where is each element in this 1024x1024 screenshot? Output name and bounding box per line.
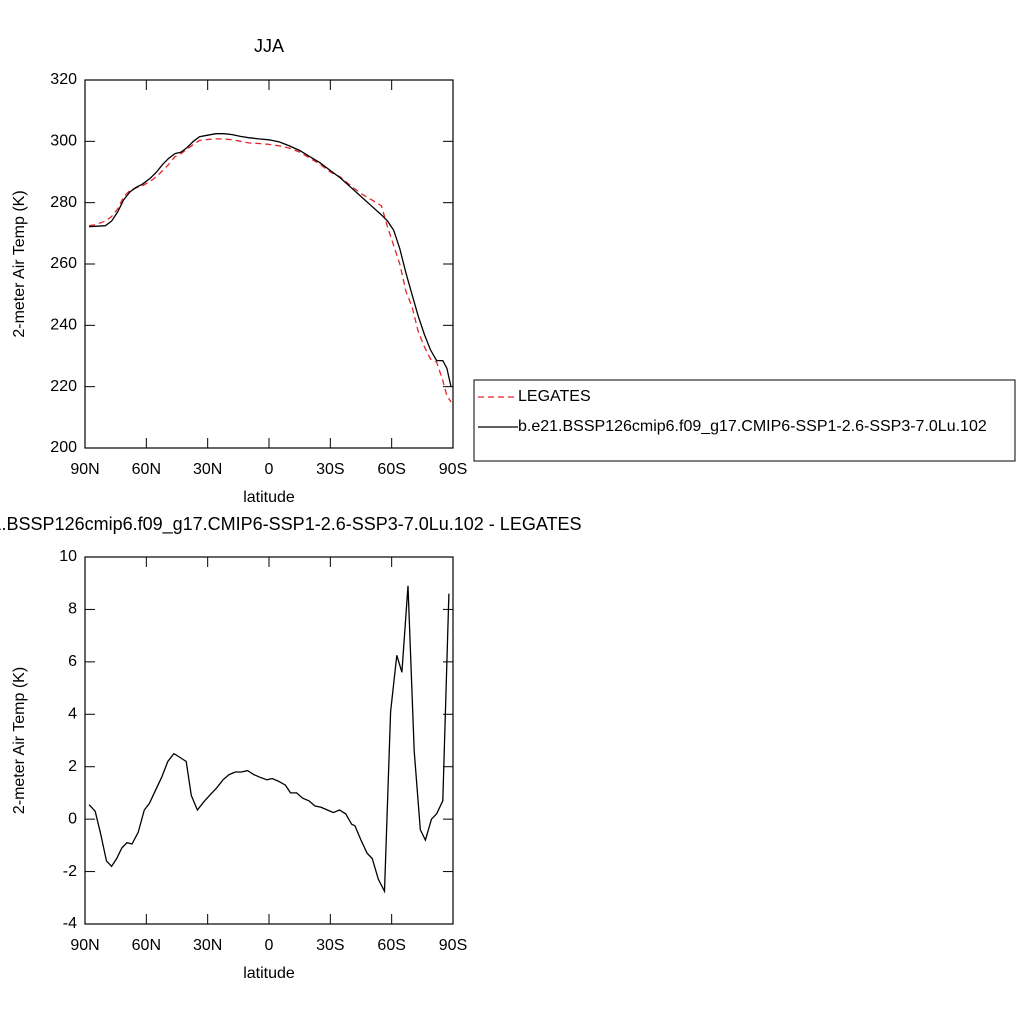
x-tick-label: 30S <box>316 461 344 478</box>
x-tick-label: 90S <box>439 461 467 478</box>
x-tick-label: 60S <box>377 461 405 478</box>
x-tick-label: 30N <box>193 461 222 478</box>
x-tick-label: 60N <box>132 937 161 954</box>
y-tick-label: 0 <box>68 810 77 827</box>
series-line <box>89 133 452 387</box>
x-tick-label: 0 <box>265 937 274 954</box>
y-axis-label: 2-meter Air Temp (K) <box>11 190 28 337</box>
data-line <box>88 585 450 894</box>
x-tick-label: 0 <box>265 461 274 478</box>
y-tick-label: 220 <box>50 378 77 395</box>
y-tick-label: 10 <box>59 548 77 565</box>
y-tick-label: 4 <box>68 706 77 723</box>
x-tick-label: 60S <box>377 937 405 954</box>
y-tick-label: 260 <box>50 255 77 272</box>
y-tick-label: -2 <box>63 863 77 880</box>
y-tick-label: -4 <box>63 915 77 932</box>
y-tick-label: 8 <box>68 601 77 618</box>
y-tick-label: 280 <box>50 194 77 211</box>
plot-frame <box>84 79 454 449</box>
x-tick-label: 90N <box>70 937 99 954</box>
legend-label: b.e21.BSSP126cmip6.f09_g17.CMIP6-SSP1-2.… <box>518 418 987 435</box>
chart-title: JJA <box>254 36 284 56</box>
x-tick-label: 30N <box>193 937 222 954</box>
y-axis-label: 2-meter Air Temp (K) <box>11 667 28 814</box>
y-tick-label: 320 <box>50 71 77 88</box>
legend-box <box>473 379 1016 462</box>
x-axis-label: latitude <box>243 489 295 506</box>
y-tick-label: 6 <box>68 653 77 670</box>
chart-title: b.e21.BSSP126cmip6.f09_g17.CMIP6-SSP1-2.… <box>0 514 582 535</box>
y-tick-label: 240 <box>50 317 77 334</box>
plot-frame <box>84 556 454 925</box>
y-tick-label: 2 <box>68 758 77 775</box>
x-axis-label: latitude <box>243 965 295 982</box>
x-tick-label: 90N <box>70 461 99 478</box>
y-tick-label: 300 <box>50 133 77 150</box>
y-tick-label: 200 <box>50 439 77 456</box>
legend-label: LEGATES <box>518 388 591 405</box>
x-tick-label: 90S <box>439 937 467 954</box>
x-tick-label: 30S <box>316 937 344 954</box>
x-tick-label: 60N <box>132 461 161 478</box>
series-line <box>88 138 452 403</box>
